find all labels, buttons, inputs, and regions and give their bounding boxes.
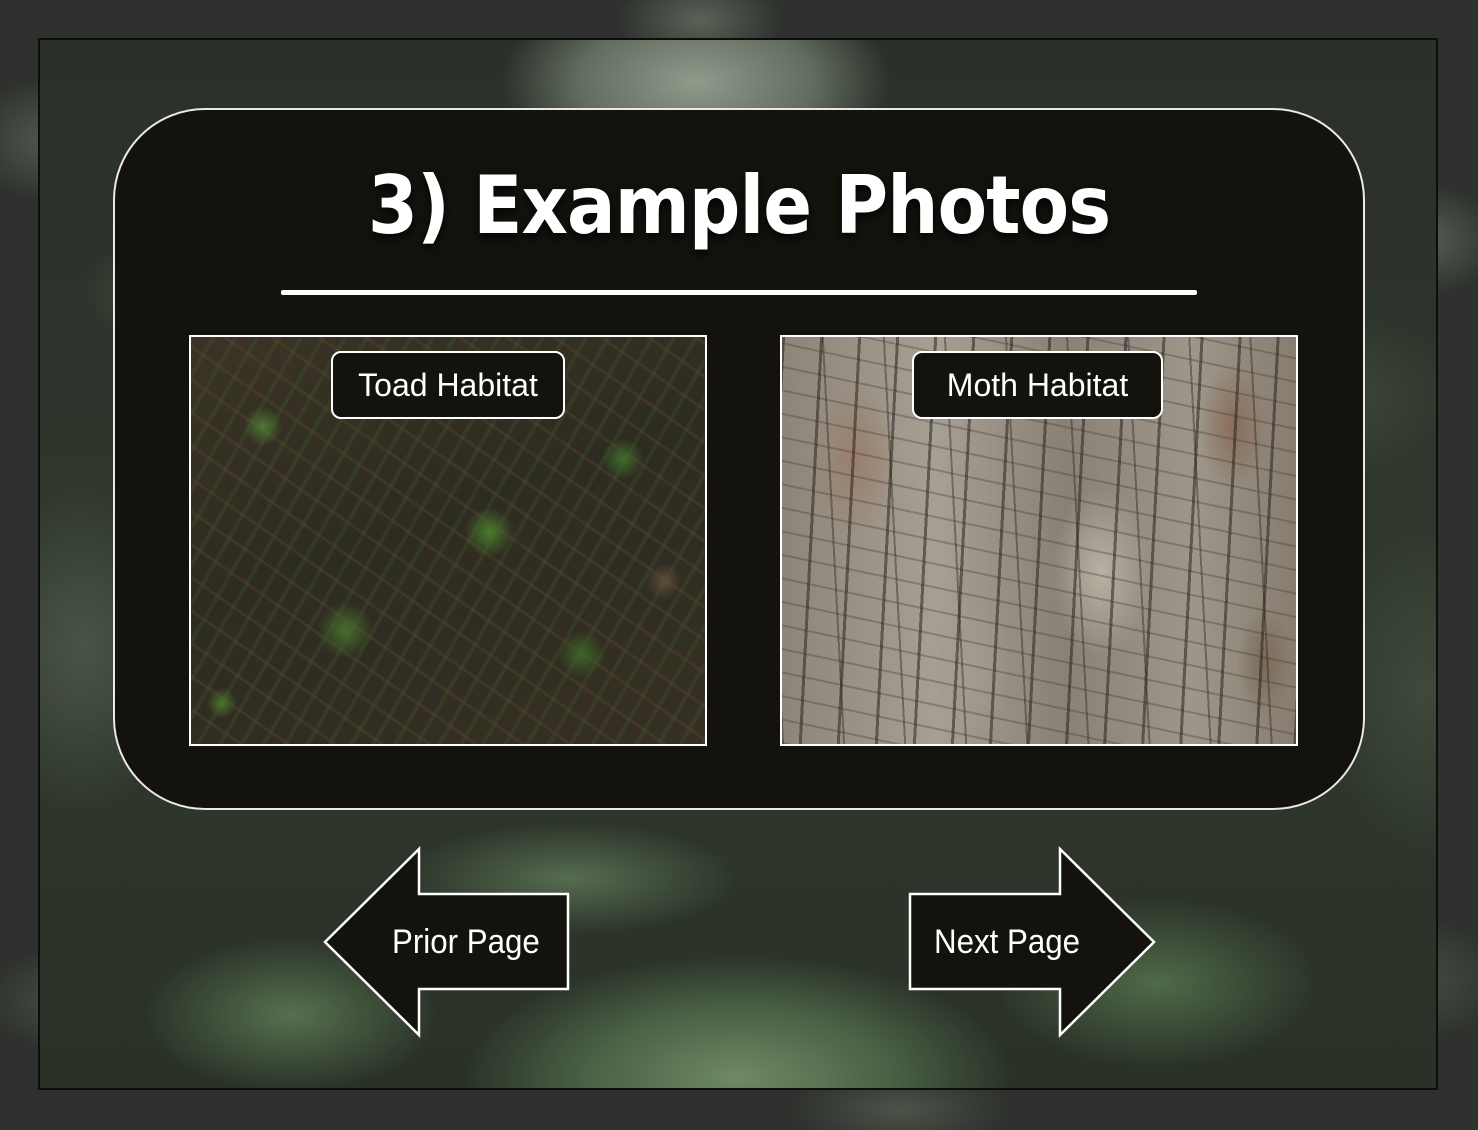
page-title: 3) Example Photos bbox=[367, 159, 1111, 252]
toad-habitat-label: Toad Habitat bbox=[331, 351, 565, 419]
prior-page-button[interactable]: Prior Page bbox=[322, 846, 572, 1038]
moth-habitat-label: Moth Habitat bbox=[912, 351, 1163, 419]
prior-page-label: Prior Page bbox=[392, 923, 540, 961]
next-page-button[interactable]: Next Page bbox=[907, 846, 1157, 1038]
left-arrow-icon bbox=[323, 846, 570, 1038]
next-page-label: Next Page bbox=[934, 923, 1081, 961]
right-arrow-icon bbox=[908, 846, 1156, 1038]
title-divider bbox=[281, 290, 1197, 295]
